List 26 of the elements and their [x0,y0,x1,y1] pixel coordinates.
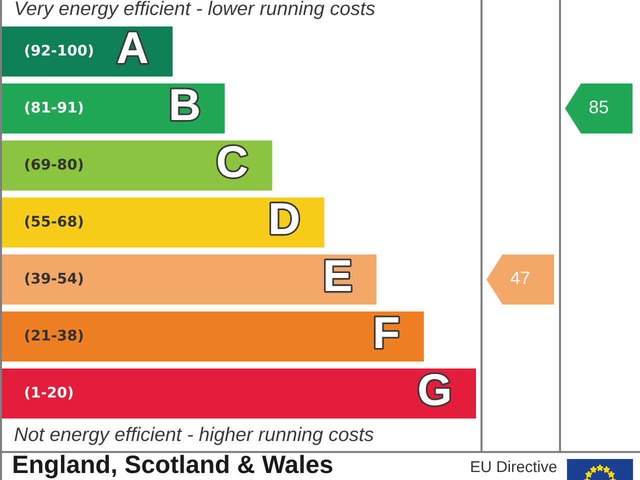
y-tick-label: (39-54) [25,272,83,286]
bar [2,140,272,190]
annotation: F [376,317,398,348]
text: 85 [589,100,608,114]
annotation: A [118,32,148,63]
y-tick-label: (55-68) [25,215,83,228]
annotation: C [218,146,247,178]
text: England, Scotland & Wales [14,454,332,478]
y-tick-label: (81-91) [25,101,83,114]
annotation: E [326,260,351,291]
y-tick-label: (1-20) [25,386,73,400]
annotation: B [172,89,199,120]
y-tick-label: (92-100) [25,44,93,58]
annotation: G [419,374,450,406]
bar [2,84,225,134]
bar [2,368,476,418]
text: Very energy efficient - lower running costs [16,0,375,20]
bar [2,254,376,304]
y-tick-label: (21-38) [25,329,83,342]
bar [2,198,324,248]
text: 47 [510,272,530,284]
bar [2,312,424,362]
text: Not energy efficient - higher running costs [14,426,374,446]
y-tick-label: (69-80) [25,158,83,172]
text: EU Directive [471,460,557,472]
annotation: D [271,203,298,234]
